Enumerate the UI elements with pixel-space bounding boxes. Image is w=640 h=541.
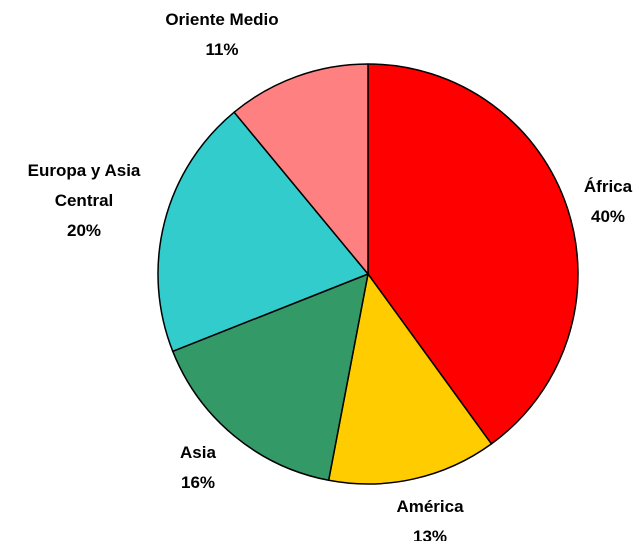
slice-percent: 13% [413,527,447,541]
pie-slice-1 [367,63,579,445]
pie-slice-5 [233,63,369,275]
pie-slice-3 [172,273,369,482]
slice-name: Europa y Asia [28,161,141,180]
slice-name: África [584,177,633,196]
slice-label-3: Asia 16% [180,443,216,492]
pie-slices [157,63,579,485]
slice-name: Oriente Medio [165,10,278,29]
slice-label-5: Oriente Medio 11% [165,10,278,59]
slice-label-2: América 13% [396,497,464,541]
slice-label-1: África 40% [584,177,633,226]
slice-percent: 16% [181,473,215,492]
slice-name: América [396,497,464,516]
slice-label-4: Europa y Asia Central 20% [28,161,141,240]
slice-percent: 40% [591,207,625,226]
slice-percent: 20% [67,221,101,240]
slice-percent: 11% [205,40,238,59]
slice-name: Central [55,191,114,210]
pie-slice-4 [157,111,369,353]
pie-slice-2 [327,273,493,485]
slice-name: Asia [180,443,216,462]
pie-labels: África 40% América 13% Asia 16% Europa y Asia C… [28,10,633,541]
